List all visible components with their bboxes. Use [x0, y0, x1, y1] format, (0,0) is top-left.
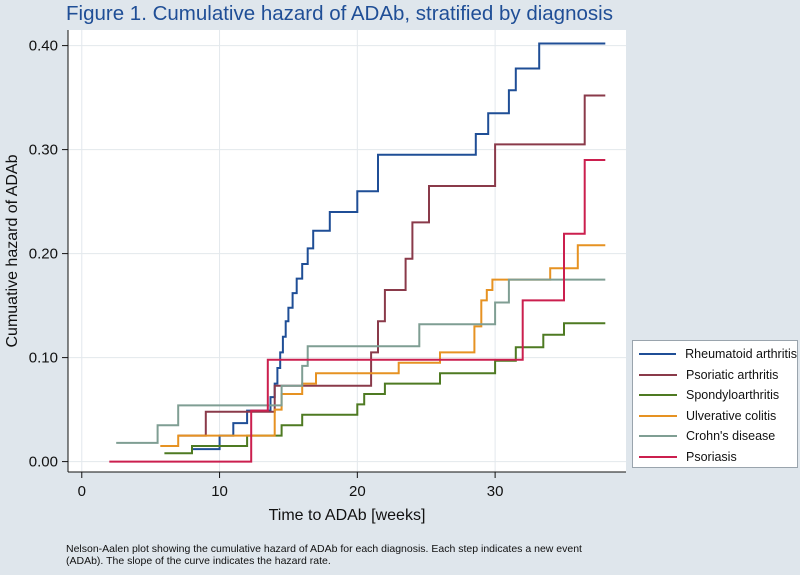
legend-item-crohn-s-disease: Crohn's disease	[639, 426, 797, 447]
legend-item-ulverative-colitis: Ulverative colitis	[639, 406, 797, 427]
legend-item-psoriasis: Psoriasis	[639, 447, 797, 468]
y-axis-title: Cumuative hazard of ADAb	[4, 154, 21, 347]
legend-label: Ulverative colitis	[686, 408, 777, 423]
legend-item-spondyloarthritis: Spondyloarthritis	[639, 385, 797, 406]
legend-label: Spondyloarthritis	[686, 388, 780, 403]
series-line-crohn-s-disease	[116, 278, 606, 444]
legend-swatch	[639, 353, 677, 356]
gridlines	[68, 30, 626, 472]
axis-ticks: 0.00 0.10 0.20 0.30 0.40 0 10 20 30	[29, 38, 504, 500]
figure-caption: Nelson-Aalen plot showing the cumulative…	[66, 543, 582, 567]
x-tick-label: 0	[78, 483, 86, 500]
y-tick-label: 0.20	[29, 246, 58, 263]
plot-background	[68, 30, 626, 472]
legend: Rheumatoid arthritis Psoriatic arthritis S…	[632, 340, 798, 468]
chart-title: Figure 1. Cumulative hazard of ADAb, str…	[66, 2, 613, 25]
series-layer	[109, 42, 606, 463]
legend-label: Crohn's disease	[686, 429, 776, 444]
x-tick-label: 10	[211, 483, 228, 500]
legend-label: Rheumatoid arthritis	[685, 347, 797, 362]
legend-swatch	[639, 394, 677, 397]
series-line-rheumatoid-arthritis	[192, 42, 606, 451]
series-line-psoriasis	[109, 159, 606, 463]
legend-swatch	[639, 414, 677, 417]
legend-swatch	[639, 455, 677, 458]
y-tick-label: 0.40	[29, 38, 58, 55]
legend-swatch	[639, 373, 677, 376]
legend-label: Psoriatic arthritis	[686, 367, 779, 382]
legend-item-psoriatic-arthritis: Psoriatic arthritis	[639, 365, 797, 386]
x-tick-label: 30	[487, 483, 504, 500]
series-line-psoriatic-arthritis	[178, 94, 606, 437]
y-tick-label: 0.00	[29, 454, 58, 471]
y-tick-label: 0.30	[29, 142, 58, 159]
legend-item-rheumatoid-arthritis: Rheumatoid arthritis	[639, 344, 797, 365]
y-tick-label: 0.10	[29, 350, 58, 367]
legend-label: Psoriasis	[686, 449, 737, 464]
x-axis-title: Time to ADAb [weeks]	[269, 507, 426, 524]
x-tick-label: 20	[349, 483, 366, 500]
legend-swatch	[639, 435, 677, 438]
